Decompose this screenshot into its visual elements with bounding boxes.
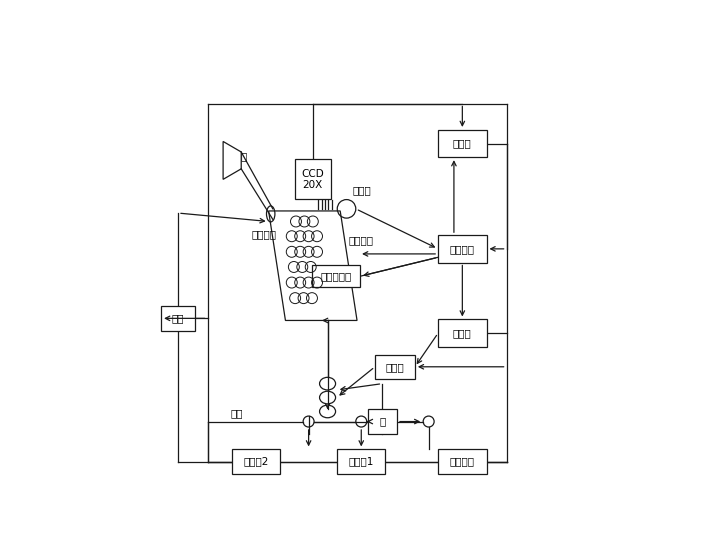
Bar [337,449,386,474]
Text: 滤光片: 滤光片 [353,185,372,195]
Bar [312,265,360,287]
Bar [375,354,415,379]
Text: 缓冲癗1: 缓冲癗1 [349,457,374,467]
Text: 放大器: 放大器 [453,138,471,149]
Bar [232,449,280,474]
Bar [295,159,330,199]
Text: 控制器: 控制器 [453,328,471,338]
Bar [438,130,486,157]
Text: 阀门: 阀门 [230,408,243,418]
Text: 灯: 灯 [240,151,247,161]
Bar [438,235,486,263]
Bar [438,449,486,474]
Text: 步进电机: 步进电机 [349,235,374,246]
Text: 缓冲癗2: 缓冲癗2 [243,457,269,467]
Text: 废料回收: 废料回收 [450,457,475,467]
Text: 电源: 电源 [172,313,184,323]
Text: 接口电路: 接口电路 [450,244,475,254]
Text: 温度检测器: 温度检测器 [320,271,352,281]
Text: CCD
20X: CCD 20X [301,168,324,190]
Bar [367,409,397,434]
Text: 泵: 泵 [379,417,386,427]
Bar [438,319,486,347]
Text: 基因芯片: 基因芯片 [252,229,277,239]
Text: 加燭器: 加燭器 [386,362,404,372]
Bar [161,306,195,330]
